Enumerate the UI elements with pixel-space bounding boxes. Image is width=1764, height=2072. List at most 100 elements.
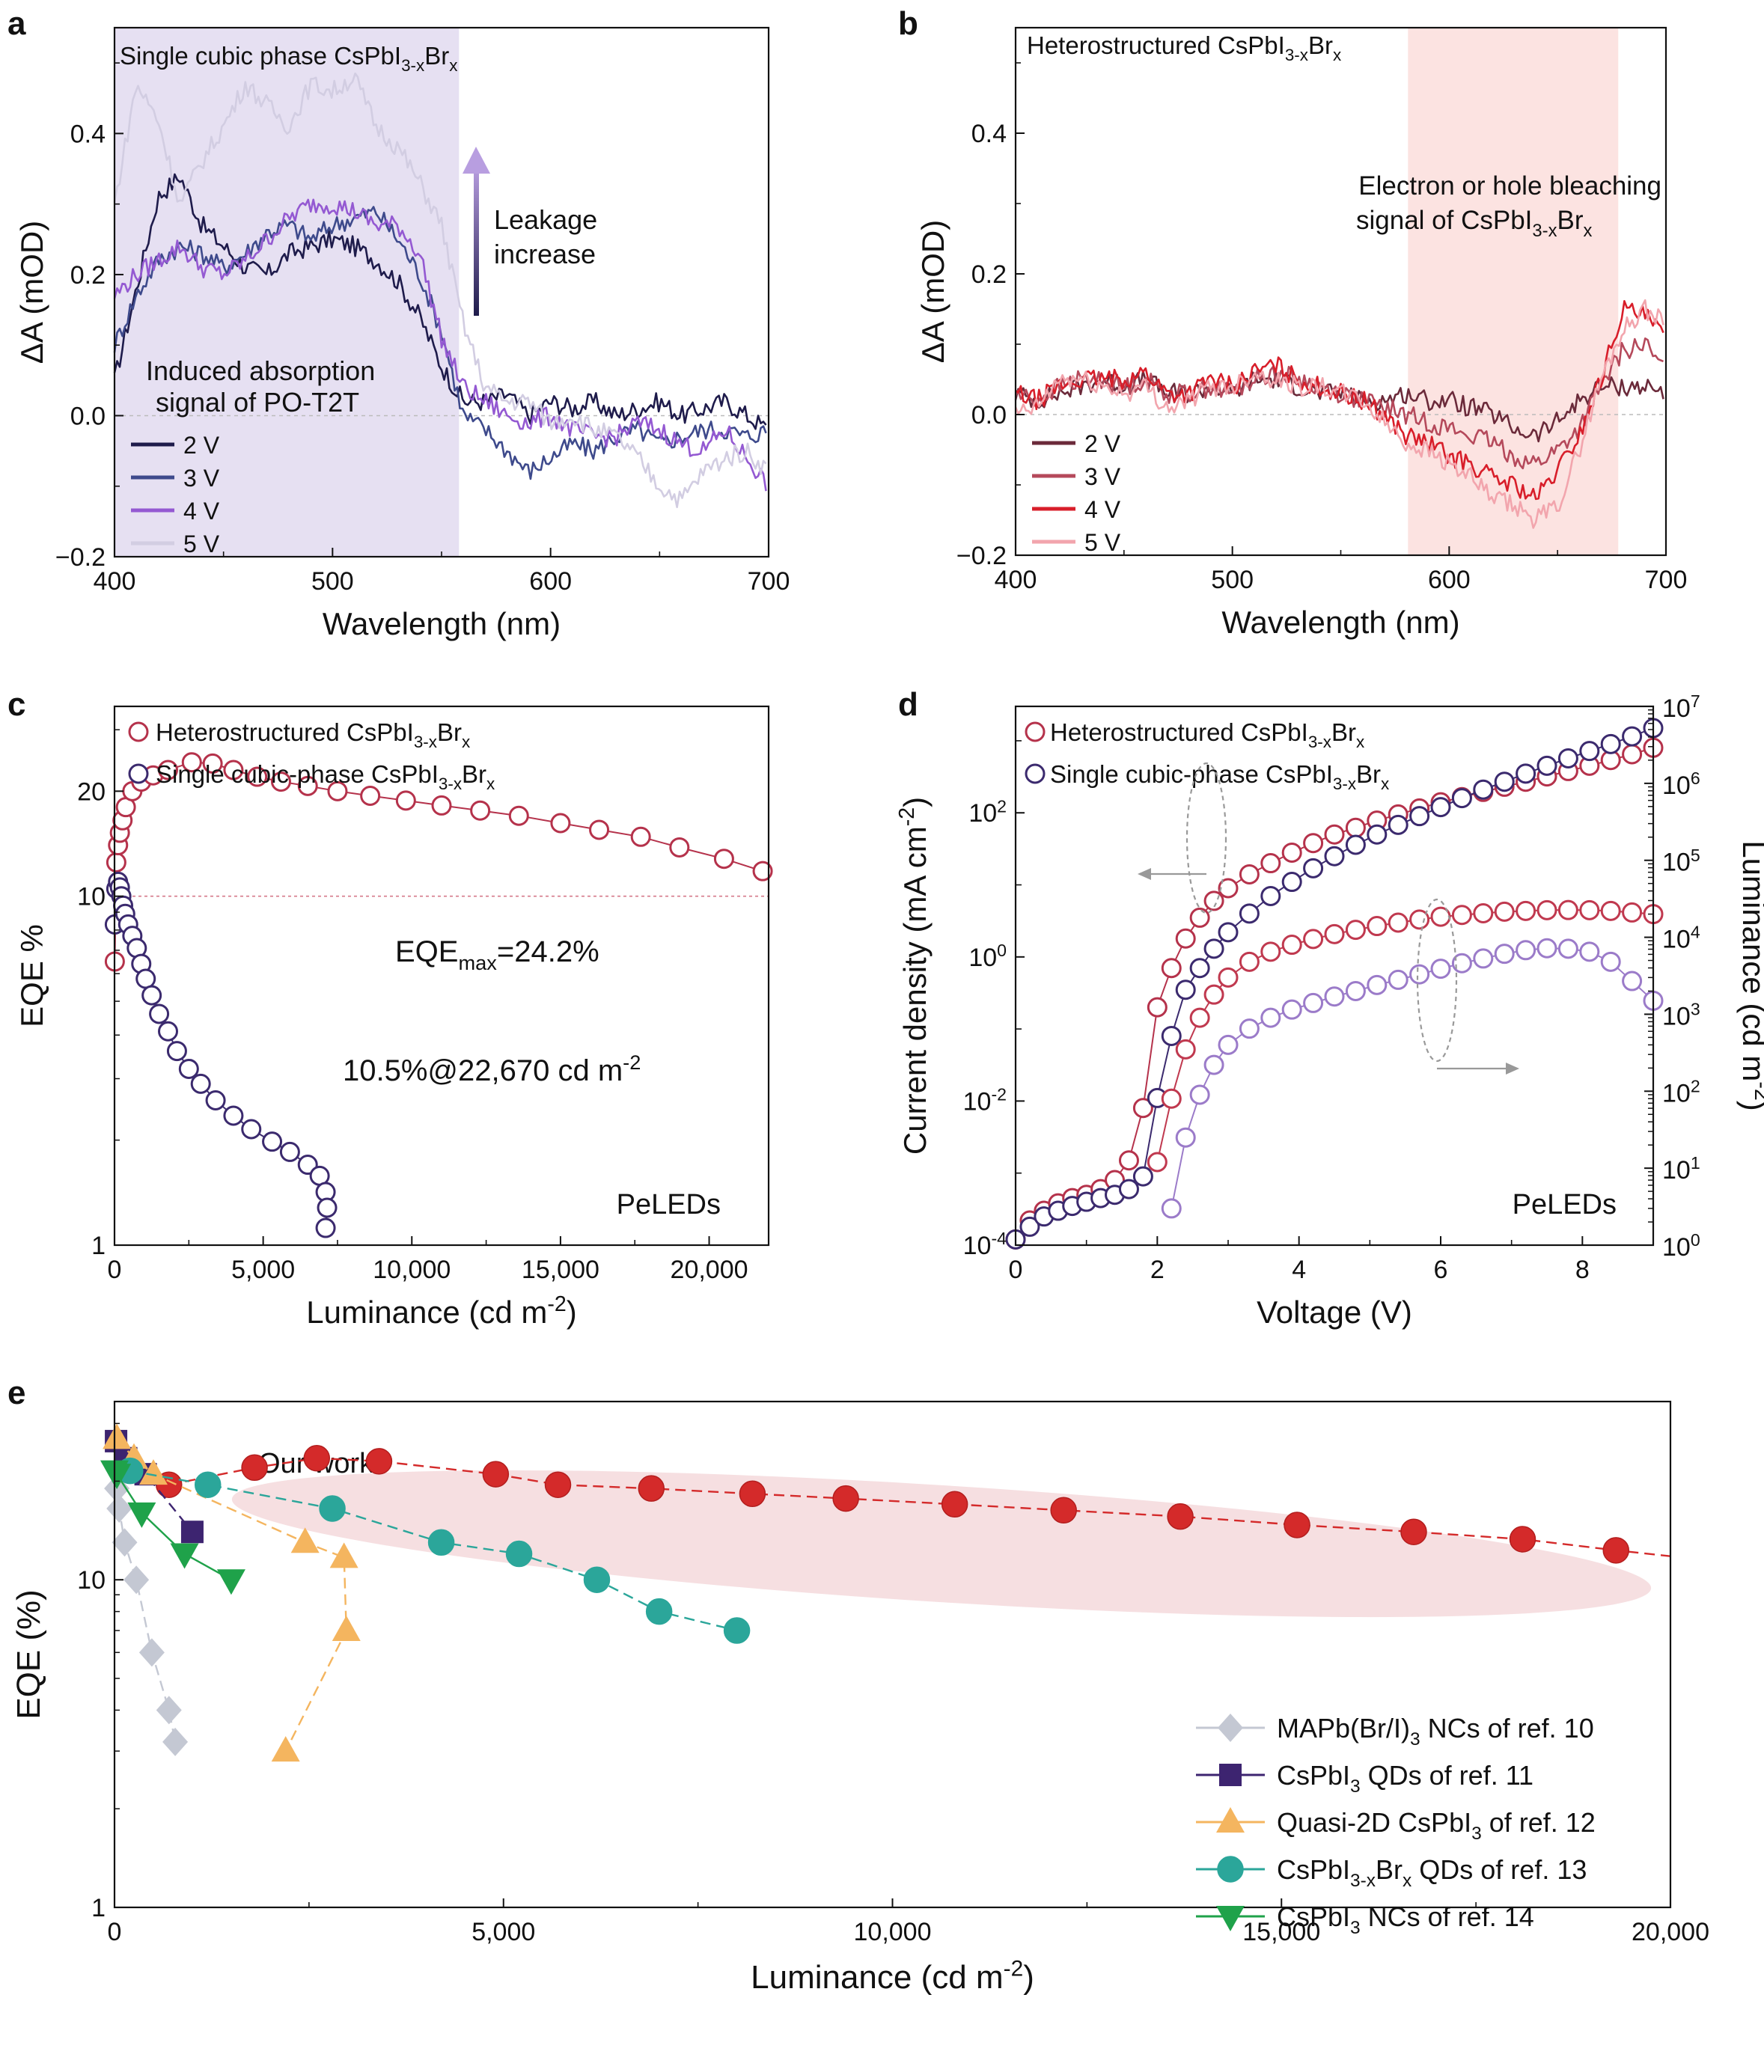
panel-d-ylabel-right: Luminance (cd m-2) — [1736, 840, 1764, 1111]
panel-e-marker-circle — [241, 1454, 268, 1482]
panel-c-legend-marker — [128, 721, 149, 742]
panel-c-xtick-label: 15,000 — [522, 1256, 599, 1284]
panel-c-annotation-at: 10.5%@22,670 cd m-2 — [343, 1051, 641, 1087]
panel-a-xtick-label: 700 — [748, 567, 790, 596]
panel-b-series-4 — [1014, 299, 1664, 529]
panel-d-point — [1494, 901, 1515, 922]
panel-d-point — [1367, 824, 1388, 845]
panel-d-point — [1260, 1007, 1281, 1028]
panel-d-point — [1600, 900, 1621, 921]
panel-e-marker-triangle-down — [103, 1464, 132, 1490]
panel-b: b 400 500 600 700 −0.2 0.0 0.2 0.4 Wavelength (nm… — [898, 5, 1687, 640]
panel-a-xlabel: Wavelength (nm) — [323, 606, 561, 641]
panel-d-point — [1203, 984, 1224, 1005]
panel-c-legend-marker — [128, 763, 149, 784]
panel-d-point — [1147, 1152, 1168, 1173]
panel-a-ytick-label: 0.0 — [70, 402, 106, 430]
panel-d-ytick-label: 100 — [968, 941, 1007, 972]
panel-d-point — [1218, 922, 1239, 943]
panel-e-marker-circle — [544, 1471, 572, 1498]
panel-d-point — [1019, 1216, 1040, 1237]
panel-d-point — [1451, 788, 1472, 809]
panel-c-point — [395, 790, 416, 811]
panel-c-point — [149, 1003, 170, 1024]
panel-c-letter: c — [7, 686, 25, 723]
panel-d-point — [1239, 1018, 1260, 1039]
panel-e-marker-triangle-up — [332, 1616, 361, 1642]
panel-c-point — [158, 760, 179, 780]
panel-d-series-line-4 — [1171, 947, 1654, 1209]
panel-b-ytick-label: −0.2 — [956, 542, 1007, 570]
panel-d-point — [1345, 834, 1366, 855]
panel-c-point — [360, 785, 381, 806]
panel-c-point — [630, 826, 651, 847]
panel-b-title: Heterostructured CsPbI3-xBrx — [1027, 31, 1341, 64]
panel-e-marker-circle — [832, 1485, 859, 1512]
panel-e-marker-circle — [505, 1540, 533, 1568]
panel-d-series-line-2 — [1015, 727, 1654, 1241]
panel-d-point — [1409, 806, 1430, 827]
panel-d-point — [1218, 1034, 1239, 1055]
panel-d-point — [1161, 1088, 1182, 1109]
panel-e-ytick-label: 1 — [91, 1894, 106, 1922]
panel-e-letter: e — [7, 1375, 25, 1411]
panel-c-point — [508, 805, 529, 826]
panel-d-point — [1473, 779, 1494, 800]
panel-c: c 0 5,000 10,000 15,000 20,000 1 10 20 Luminance … — [7, 686, 773, 1330]
panel-d-point — [1451, 905, 1472, 926]
panel-d-point — [1189, 907, 1210, 928]
panel-d-point — [1260, 941, 1281, 962]
panel-d-point — [1600, 733, 1621, 754]
panel-d-point — [1324, 846, 1345, 867]
panel-e-marker-diamond — [162, 1727, 189, 1756]
panel-a-arrow-head — [463, 147, 490, 174]
panel-c-ylabel: EQE % — [14, 924, 49, 1027]
panel-c-point — [713, 849, 734, 870]
panel-d-ytick-right-label: 107 — [1662, 691, 1700, 723]
panel-d-ylabel: Current density (mA cm-2) — [895, 797, 933, 1155]
panel-a-legend-label: 2 V — [183, 432, 220, 459]
panel-e-legend-label: Quasi-2D CsPbI3 of ref. 12 — [1277, 1807, 1596, 1844]
panel-c-point — [315, 1217, 336, 1238]
panel-e-legend-label: CsPbI3 QDs of ref. 11 — [1277, 1760, 1533, 1797]
panel-d-point — [1622, 726, 1643, 747]
panel-b-legend-label: 3 V — [1084, 463, 1121, 490]
panel-e-marker-circle — [482, 1461, 510, 1488]
panel-d-letter: d — [898, 686, 918, 723]
panel-e-ytick-label: 10 — [77, 1566, 106, 1595]
panel-b-ylabel: ΔA (mOD) — [915, 220, 950, 363]
panel-d-point — [1118, 1150, 1139, 1171]
panel-e-marker-circle — [1217, 1856, 1244, 1883]
panel-b-xtick-label: 700 — [1645, 566, 1688, 594]
panel-d-ytick-label: 10-2 — [963, 1084, 1007, 1116]
panel-d-point — [1281, 842, 1302, 863]
panel-d-point — [1189, 1084, 1210, 1105]
panel-b-legend-label: 5 V — [1084, 529, 1121, 556]
panel-a-series-3 — [113, 198, 767, 492]
panel-c-point — [470, 800, 491, 821]
panel-e-marker-circle — [941, 1491, 968, 1518]
panel-c-point — [223, 1105, 244, 1126]
panel-d-callout-arrowhead-left — [1138, 868, 1151, 880]
panel-e-xtick-label: 10,000 — [854, 1918, 932, 1946]
panel-d-callout-ellipse-left — [1185, 762, 1227, 914]
panel-e-marker-triangle-down — [127, 1502, 156, 1528]
panel-a: a 400 500 600 700 −0.2 0.0 0.2 0.4 Wavelength (nm… — [7, 5, 790, 641]
panel-d-point — [1494, 771, 1515, 792]
panel-d-point — [1147, 997, 1168, 1018]
panel-c-xtick-label: 10,000 — [373, 1256, 451, 1284]
panel-c-point — [190, 1073, 211, 1094]
panel-d-xlabel: Voltage (V) — [1257, 1295, 1412, 1330]
panel-c-point — [279, 1141, 300, 1162]
panel-e-marker-triangle-down — [216, 1569, 245, 1595]
panel-e-marker-circle — [583, 1566, 611, 1593]
panel-a-arrow-shaft — [474, 166, 479, 316]
panel-e-marker-circle — [1602, 1537, 1629, 1564]
panel-c-point — [223, 760, 244, 780]
panel-d-point — [1239, 951, 1260, 972]
panel-a-series-1 — [113, 173, 767, 430]
panel-e-marker-circle — [645, 1598, 673, 1625]
panel-d-point — [1175, 1039, 1196, 1060]
panel-d-frame — [1014, 705, 1655, 1247]
